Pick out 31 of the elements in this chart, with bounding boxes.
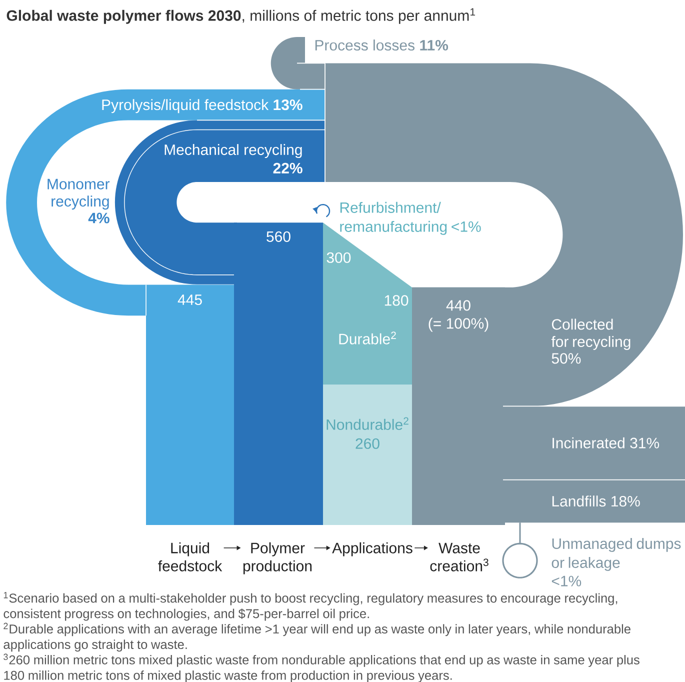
legend-label: Refurbishment/ remanufacturing [340,202,447,235]
data-label: 13% [274,100,302,110]
text: $^{2}$Durable applications with an average lifetime >1 year will end up as waste only in later years, while nondurable applications go straight to waste. [4,622,630,652]
data-label: <1% [552,576,582,586]
data-label: <1% [452,221,481,232]
data-label: 31% [630,438,660,448]
category-label: Applications [332,542,412,556]
legend-label: Process losses [315,40,414,51]
text: Global waste polymer flows 2030, millions of metric tons per annum$^{1}$ [6,8,476,24]
category-label: Polymer production [243,542,312,574]
series-label: Collected for recycling [551,318,630,350]
data-label: 445 [178,294,202,306]
legend-label: Monomer recycling [48,178,110,210]
legend-label: Unmanaged dumps or leakage [552,538,681,571]
data-label: 300 [326,252,351,263]
data-label: 4% [88,212,110,224]
text: $^{1}$Scenario based on a multi-stakeholder push to boost recycling, regulatory measures to encourage recycling, consistent progress on technologies, and $75-per-barrel oil price. [4,592,618,621]
series-label: Landfills [552,496,606,507]
series-label: Pyrolysis/liquid feedstock [102,99,269,114]
series-label: Nondurable$^{2}$ [326,417,408,430]
category-label: Liquid feedstock [158,542,222,572]
category-label: Waste creation$^{3}$ [430,542,488,572]
data-label: 11% [420,40,448,51]
data-label: 260 [356,438,380,449]
series-label: Durable$^{2}$ [339,332,396,344]
text: $^{3}$260 million metric tons mixed plastic waste from nondurable applications that end up as waste in same year plus 180 million metric tons of mixed plastic waste from production in previous years. [4,654,640,682]
series-label: Incinerated [552,437,624,448]
data-label: 50% [552,353,581,364]
data-label: 18% [612,496,640,507]
data-label: 180 [384,295,408,306]
data-label: 440 (= 100%) [428,300,488,332]
